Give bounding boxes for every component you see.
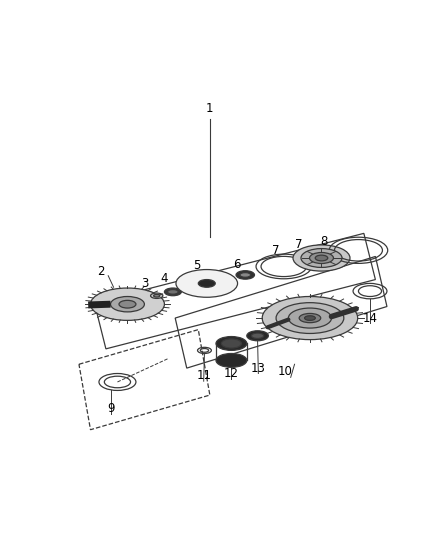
Ellipse shape xyxy=(276,303,344,334)
Ellipse shape xyxy=(310,253,333,263)
Text: 1: 1 xyxy=(206,102,214,115)
Text: 11: 11 xyxy=(196,369,211,382)
Ellipse shape xyxy=(216,336,247,350)
Ellipse shape xyxy=(240,273,251,277)
Text: 3: 3 xyxy=(141,277,148,290)
Text: 14: 14 xyxy=(363,312,378,325)
Ellipse shape xyxy=(91,288,164,320)
Ellipse shape xyxy=(119,301,136,308)
Ellipse shape xyxy=(304,316,315,320)
Text: 10: 10 xyxy=(278,366,293,378)
Ellipse shape xyxy=(110,296,145,312)
Text: 5: 5 xyxy=(193,259,201,272)
Text: 12: 12 xyxy=(224,367,239,380)
Text: 13: 13 xyxy=(251,361,266,375)
Text: 9: 9 xyxy=(108,402,115,415)
Text: 7: 7 xyxy=(295,238,303,252)
Ellipse shape xyxy=(299,313,321,322)
Text: 4: 4 xyxy=(160,271,167,285)
Text: 2: 2 xyxy=(97,265,104,278)
Ellipse shape xyxy=(164,288,181,296)
Ellipse shape xyxy=(301,248,342,268)
Ellipse shape xyxy=(221,339,241,348)
Ellipse shape xyxy=(151,293,163,298)
Ellipse shape xyxy=(236,271,254,279)
Text: 6: 6 xyxy=(233,257,240,271)
Ellipse shape xyxy=(216,353,247,367)
Ellipse shape xyxy=(262,296,358,340)
Ellipse shape xyxy=(251,333,264,338)
Ellipse shape xyxy=(247,331,268,341)
Ellipse shape xyxy=(293,245,350,271)
Ellipse shape xyxy=(154,294,160,297)
Text: 8: 8 xyxy=(320,235,328,247)
Ellipse shape xyxy=(315,255,328,261)
Ellipse shape xyxy=(176,270,237,297)
Ellipse shape xyxy=(198,280,215,287)
Ellipse shape xyxy=(167,289,178,294)
Text: 7: 7 xyxy=(272,244,280,257)
Ellipse shape xyxy=(288,308,332,328)
